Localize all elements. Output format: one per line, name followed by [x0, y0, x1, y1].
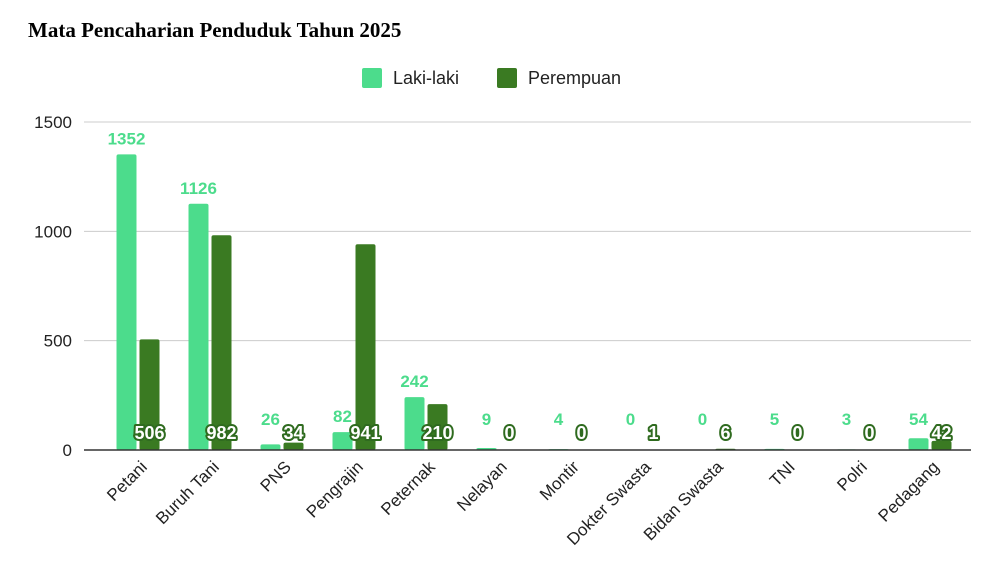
- legend-label: Laki-laki: [393, 68, 459, 88]
- legend-swatch: [362, 68, 382, 88]
- y-tick-label: 1500: [34, 113, 72, 132]
- x-tick-label: Montir: [536, 457, 583, 504]
- x-axis-ticks: Petani Buruh Tani PNS Pengrajin Peternak Nela…: [103, 457, 943, 549]
- y-tick-label: 0: [63, 441, 72, 460]
- bar-perempuan: [427, 404, 448, 450]
- data-label-perempuan: 506: [134, 423, 164, 443]
- data-label-perempuan: 0: [504, 423, 514, 443]
- data-labels: 1352506112698226348294124221090400106503…: [108, 129, 954, 445]
- x-tick-label: TNI: [766, 457, 799, 490]
- legend-label: Perempuan: [528, 68, 621, 88]
- data-label-perempuan: 982: [206, 423, 236, 443]
- bar-laki-laki: [116, 154, 137, 450]
- x-tick-label: Peternak: [377, 457, 439, 519]
- x-tick-label: Buruh Tani: [152, 457, 223, 528]
- x-tick-label: Nelayan: [453, 457, 511, 515]
- data-label-laki-laki: 3: [842, 410, 851, 429]
- bar-laki-laki: [332, 432, 353, 450]
- y-tick-label: 1000: [34, 222, 72, 241]
- bar-perempuan: [139, 339, 160, 450]
- data-label-laki-laki: 5: [770, 410, 779, 429]
- bar-laki-laki: [908, 438, 929, 450]
- x-tick-label: Petani: [103, 457, 151, 505]
- chart-title: Mata Pencaharian Penduduk Tahun 2025: [28, 18, 402, 42]
- data-label-laki-laki: 0: [698, 410, 707, 429]
- data-label-perempuan: 0: [864, 423, 874, 443]
- data-label-laki-laki: 242: [400, 372, 428, 391]
- bar-laki-laki: [260, 444, 281, 450]
- data-label-laki-laki: 26: [261, 410, 280, 429]
- x-tick-label: Polri: [833, 457, 870, 494]
- data-label-perempuan: 34: [283, 423, 303, 443]
- x-tick-label: PNS: [257, 457, 295, 495]
- data-label-perempuan: 42: [931, 423, 951, 443]
- bar-perempuan: [283, 442, 304, 450]
- data-label-laki-laki: 1126: [180, 179, 217, 198]
- y-tick-label: 500: [44, 332, 72, 351]
- gridlines: [84, 121, 971, 342]
- bar-perempuan: [931, 440, 952, 450]
- x-tick-label: Pedagang: [875, 457, 943, 525]
- data-label-laki-laki: 4: [554, 410, 564, 429]
- data-label-perempuan: 210: [422, 423, 452, 443]
- data-label-laki-laki: 82: [333, 407, 352, 426]
- data-label-perempuan: 6: [720, 423, 730, 443]
- y-axis-ticks: 0 500 1000 1500: [34, 113, 72, 460]
- data-label-perempuan: 941: [350, 423, 380, 443]
- bar-laki-laki: [404, 397, 425, 450]
- data-label-laki-laki: 9: [482, 410, 491, 429]
- bar-perempuan: [211, 235, 232, 450]
- data-label-laki-laki: 0: [626, 410, 635, 429]
- bars: [116, 154, 952, 450]
- data-label-laki-laki: 54: [909, 410, 928, 429]
- data-label-perempuan: 1: [648, 423, 658, 443]
- x-tick-label: Pengrajin: [303, 457, 367, 521]
- bar-perempuan: [355, 244, 376, 450]
- bar-laki-laki: [188, 203, 209, 450]
- legend: Laki-laki Perempuan: [362, 68, 621, 88]
- data-label-laki-laki: 1352: [108, 129, 146, 148]
- data-label-perempuan: 0: [576, 423, 586, 443]
- data-label-perempuan: 0: [792, 423, 802, 443]
- legend-swatch: [497, 68, 517, 88]
